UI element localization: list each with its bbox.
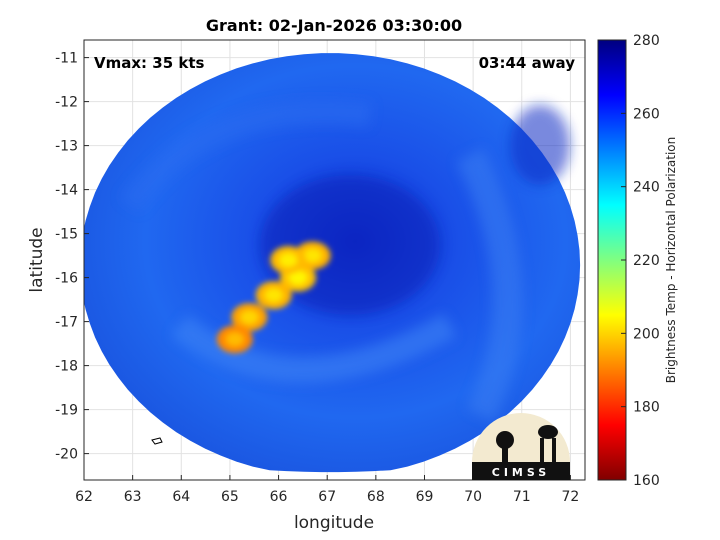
vmax-annotation: Vmax: 35 kts (94, 54, 204, 72)
x-tick-label: 69 (416, 489, 434, 505)
colorbar-label: Brightness Temp - Horizontal Polarizatio… (664, 137, 678, 384)
convective-feature (279, 253, 298, 267)
convective-feature (303, 248, 322, 263)
convective-features (216, 241, 331, 354)
y-tick-label: -12 (55, 95, 78, 111)
x-tick-label: 68 (367, 489, 385, 505)
x-tick-label: 65 (221, 489, 239, 505)
y-tick-label: -14 (55, 183, 78, 199)
convective-feature (225, 332, 244, 347)
y-tick-label: -17 (55, 315, 78, 331)
x-axis: 62 63 64 65 66 67 68 69 70 71 72 (75, 475, 579, 505)
plot-frame (83, 39, 586, 481)
cimss-logo-text: CIMSS (492, 466, 550, 479)
x-tick-label: 72 (561, 489, 579, 505)
swath-layer (84, 53, 581, 473)
x-tick-label: 66 (270, 489, 288, 505)
time-away-annotation: 03:44 away (479, 54, 576, 72)
y-axis-label: latitude (27, 227, 47, 292)
x-tick-label: 70 (464, 489, 482, 505)
convective-feature (264, 288, 283, 303)
colorbar-tick-label: 240 (633, 180, 660, 196)
y-tick-label: -18 (55, 359, 78, 375)
swirl-band (456, 148, 523, 422)
x-axis-label: longitude (294, 513, 374, 533)
y-tick-label: -20 (55, 447, 78, 463)
colorbar-tick-label: 160 (633, 473, 660, 489)
y-tick-label: -16 (55, 271, 78, 287)
colorbar-tick-label: 180 (633, 400, 660, 416)
colorbar-tick-label: 280 (633, 33, 660, 49)
cimss-logo: CIMSS (472, 413, 570, 480)
y-tick-label: -19 (55, 403, 78, 419)
y-tick-label: -15 (55, 227, 78, 243)
colorbar-tick-label: 220 (633, 253, 660, 269)
x-tick-label: 62 (75, 489, 93, 505)
y-axis: -11 -12 -13 -14 -15 -16 -17 -18 -19 -20 (55, 51, 89, 463)
chart-title: Grant: 02-Jan-2026 03:30:00 (206, 16, 462, 35)
coastline (151, 437, 163, 445)
x-tick-label: 67 (318, 489, 336, 505)
swirl-band (171, 313, 457, 383)
colorbar-tick-label: 200 (633, 326, 660, 342)
colorbar-tick-label: 260 (633, 106, 660, 122)
y-tick-label: -11 (55, 51, 78, 67)
y-tick-label: -13 (55, 139, 78, 155)
convective-feature (289, 270, 308, 285)
swirl-band (120, 99, 372, 213)
swirl-dark (510, 105, 571, 185)
x-tick-label: 64 (172, 489, 190, 505)
x-tick-label: 71 (513, 489, 531, 505)
convective-feature (240, 310, 259, 325)
colorbar-ticks: 160 180 200 220 240 260 280 (621, 33, 660, 489)
x-tick-label: 63 (124, 489, 142, 505)
